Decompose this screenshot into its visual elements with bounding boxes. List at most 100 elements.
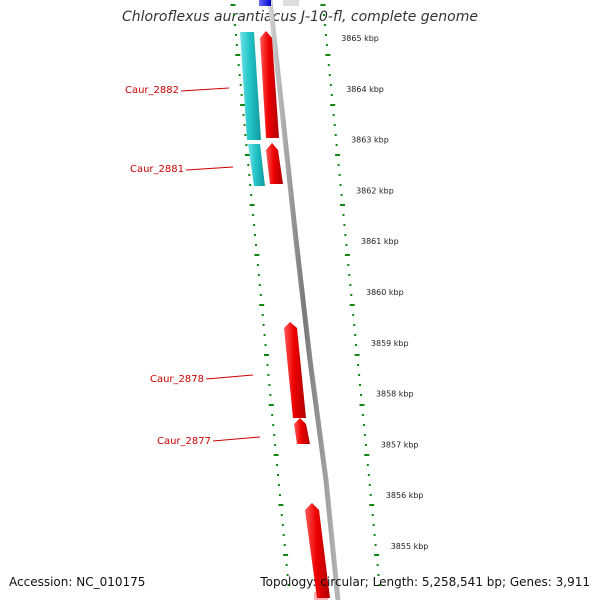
scale-tick (359, 384, 361, 386)
gene-caur-2878-forward[interactable] (284, 322, 306, 418)
scale-tick (325, 54, 331, 56)
scale-tick (268, 384, 271, 386)
scale-tick (274, 444, 277, 446)
gene-forward-near-2881[interactable] (266, 143, 283, 184)
gene-label-caur-2882[interactable]: Caur_2882 (125, 85, 179, 96)
scale-tick (368, 484, 371, 486)
gene-caur-2882-reverse[interactable] (240, 32, 261, 140)
scale-tick (359, 404, 365, 406)
scale-tick (374, 544, 377, 546)
scale-tick (372, 524, 375, 526)
scale-tick (252, 214, 255, 216)
scale-label: 3863 kbp (351, 136, 389, 145)
scale-tick (268, 404, 274, 406)
gene-label-caur-2877[interactable]: Caur_2877 (157, 436, 211, 447)
scale-tick (242, 114, 245, 116)
scale-tick (345, 244, 348, 246)
top-gene-fragment-gray (283, 0, 299, 6)
scale-tick (323, 14, 325, 16)
leader-caur-2877 (212, 436, 261, 442)
scale-tick (333, 124, 336, 126)
scale-label: 3859 kbp (371, 339, 409, 348)
scale-tick (282, 534, 285, 536)
scale-tick (261, 314, 264, 316)
scale-labels: 3865 kbp 3864 kbp 3863 kbp 3862 kbp 3861 kbp… (341, 34, 428, 551)
scale-label: 3857 kbp (381, 440, 419, 449)
scale-tick (360, 394, 362, 396)
gene-label-caur-2878[interactable]: Caur_2878 (150, 374, 204, 385)
scale-tick (329, 84, 332, 86)
scale-tick (335, 144, 338, 146)
scale-tick (354, 334, 357, 336)
leader-caur-2882 (180, 87, 230, 92)
scale-tick (273, 434, 276, 436)
scale-tick (376, 564, 379, 566)
scale-tick (234, 34, 237, 36)
scale-tick (287, 584, 290, 586)
scale-tick (249, 184, 252, 186)
scale-tick (249, 204, 255, 206)
scale-label: 3858 kbp (376, 390, 414, 399)
gene-forward-bottom[interactable] (305, 503, 330, 598)
scale-tick (364, 454, 370, 456)
scale-tick (233, 24, 236, 26)
scale-tick (258, 284, 261, 286)
scale-tick (340, 194, 343, 196)
scale-tick (262, 324, 265, 326)
scale-tick (328, 74, 331, 76)
gene-forward-near-2882[interactable] (260, 31, 279, 138)
scale-label: 3865 kbp (341, 34, 379, 43)
scale-tick (238, 74, 241, 76)
scale-tick (250, 194, 253, 196)
scale-tick (342, 214, 345, 216)
scale-tick (267, 374, 270, 376)
scale-tick (230, 4, 236, 6)
scale-tick (253, 224, 256, 226)
scale-ticks-left (230, 4, 290, 586)
gene-caur-2881-reverse[interactable] (248, 144, 265, 186)
scale-tick (247, 164, 250, 166)
scale-tick (361, 414, 364, 416)
scale-tick (349, 284, 352, 286)
scale-tick (349, 304, 355, 306)
scale-tick (255, 244, 257, 246)
scale-tick (355, 344, 358, 346)
scale-tick (240, 94, 243, 96)
scale-tick (374, 554, 380, 556)
scale-tick (324, 34, 327, 36)
scale-tick (233, 14, 235, 16)
scale-tick (357, 364, 360, 366)
gene-caur-2877-forward[interactable] (294, 418, 310, 444)
leader-caur-2881 (185, 166, 234, 171)
scale-tick (281, 524, 284, 526)
scale-tick (259, 294, 262, 296)
genome-backbone (267, 0, 341, 600)
accession-label: Accession: NC_010175 (9, 575, 146, 589)
gene-label-caur-2881[interactable]: Caur_2881 (130, 164, 184, 175)
scale-tick (239, 84, 242, 86)
scale-tick (283, 554, 289, 556)
scale-tick (352, 314, 355, 316)
scale-tick (339, 184, 342, 186)
scale-tick (256, 264, 259, 266)
scale-tick (330, 94, 333, 96)
scale-tick (338, 174, 341, 176)
scale-tick (244, 134, 247, 136)
scale-label: 3855 kbp (391, 542, 429, 551)
scale-tick (283, 544, 286, 546)
scale-tick (244, 154, 250, 156)
scale-tick (235, 44, 238, 46)
scale-tick (248, 174, 251, 176)
scale-tick (286, 574, 289, 576)
scale-tick (348, 274, 351, 276)
scale-tick (237, 64, 240, 66)
scale-tick (337, 164, 340, 166)
scale-tick (377, 574, 380, 576)
scale-tick (245, 144, 248, 146)
scale-tick (373, 534, 376, 536)
genome-summary-label: Topology: circular; Length: 5,258,541 bp… (260, 575, 590, 589)
scale-tick (364, 444, 367, 446)
scale-tick (350, 294, 353, 296)
scale-label: 3864 kbp (346, 85, 384, 94)
